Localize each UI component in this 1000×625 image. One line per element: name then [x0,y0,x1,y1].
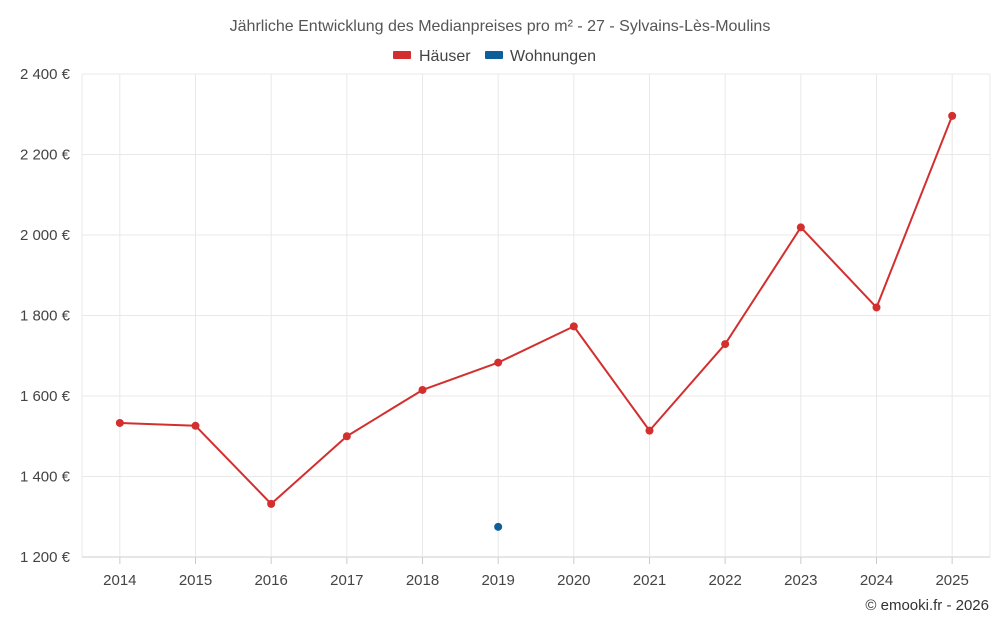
y-tick-label: 2 400 € [20,66,71,83]
data-point-1-2019[interactable] [494,522,503,531]
series-layer [115,111,957,531]
y-tick-label: 2 200 € [20,147,71,164]
data-point-0-2016[interactable] [267,499,276,508]
data-point-0-2020[interactable] [569,322,578,331]
data-point-0-2014[interactable] [115,418,124,427]
legend-label-haeuser[interactable]: Häuser [419,48,471,65]
x-tick-label: 2022 [708,572,741,589]
x-tick-label: 2023 [784,572,817,589]
x-tick-label: 2015 [179,572,212,589]
data-point-0-2018[interactable] [418,385,427,394]
x-tick-label: 2017 [330,572,363,589]
x-axis: 2014 2015 2016 2017 2018 2019 2020 2021 2022 2023… [103,557,969,589]
x-tick-label: 2018 [406,572,439,589]
data-point-0-2022[interactable] [721,340,730,349]
grid [81,73,991,558]
chart-title: Jährliche Entwicklung des Medianpreises … [230,18,771,35]
legend-label-wohnungen[interactable]: Wohnungen [510,48,596,65]
data-point-0-2019[interactable] [494,358,503,367]
x-tick-label: 2016 [254,572,287,589]
data-point-0-2024[interactable] [872,303,881,312]
legend-swatch-wohnungen [485,51,503,59]
x-tick-label: 2019 [481,572,514,589]
x-tick-label: 2021 [633,572,666,589]
series-line-0 [119,115,954,505]
data-point-0-2017[interactable] [342,432,351,441]
credit: © emooki.fr - 2026 [865,597,989,614]
data-point-0-2023[interactable] [796,223,805,232]
y-axis: 1 200 € 1 400 € 1 600 € 1 800 € 2 000 € 2 200… [20,66,71,566]
x-tick-label: 2014 [103,572,136,589]
legend: Häuser Wohnungen [393,48,596,65]
y-tick-label: 1 600 € [20,388,71,405]
data-point-0-2021[interactable] [645,426,654,435]
legend-swatch-haeuser [393,51,411,59]
data-point-0-2015[interactable] [191,421,200,430]
y-tick-label: 1 800 € [20,308,71,325]
y-tick-label: 1 200 € [20,549,71,566]
x-tick-label: 2024 [860,572,893,589]
y-tick-label: 1 400 € [20,469,71,486]
x-tick-label: 2025 [935,572,968,589]
y-tick-label: 2 000 € [20,227,71,244]
x-tick-label: 2020 [557,572,590,589]
data-point-0-2025[interactable] [948,111,957,120]
